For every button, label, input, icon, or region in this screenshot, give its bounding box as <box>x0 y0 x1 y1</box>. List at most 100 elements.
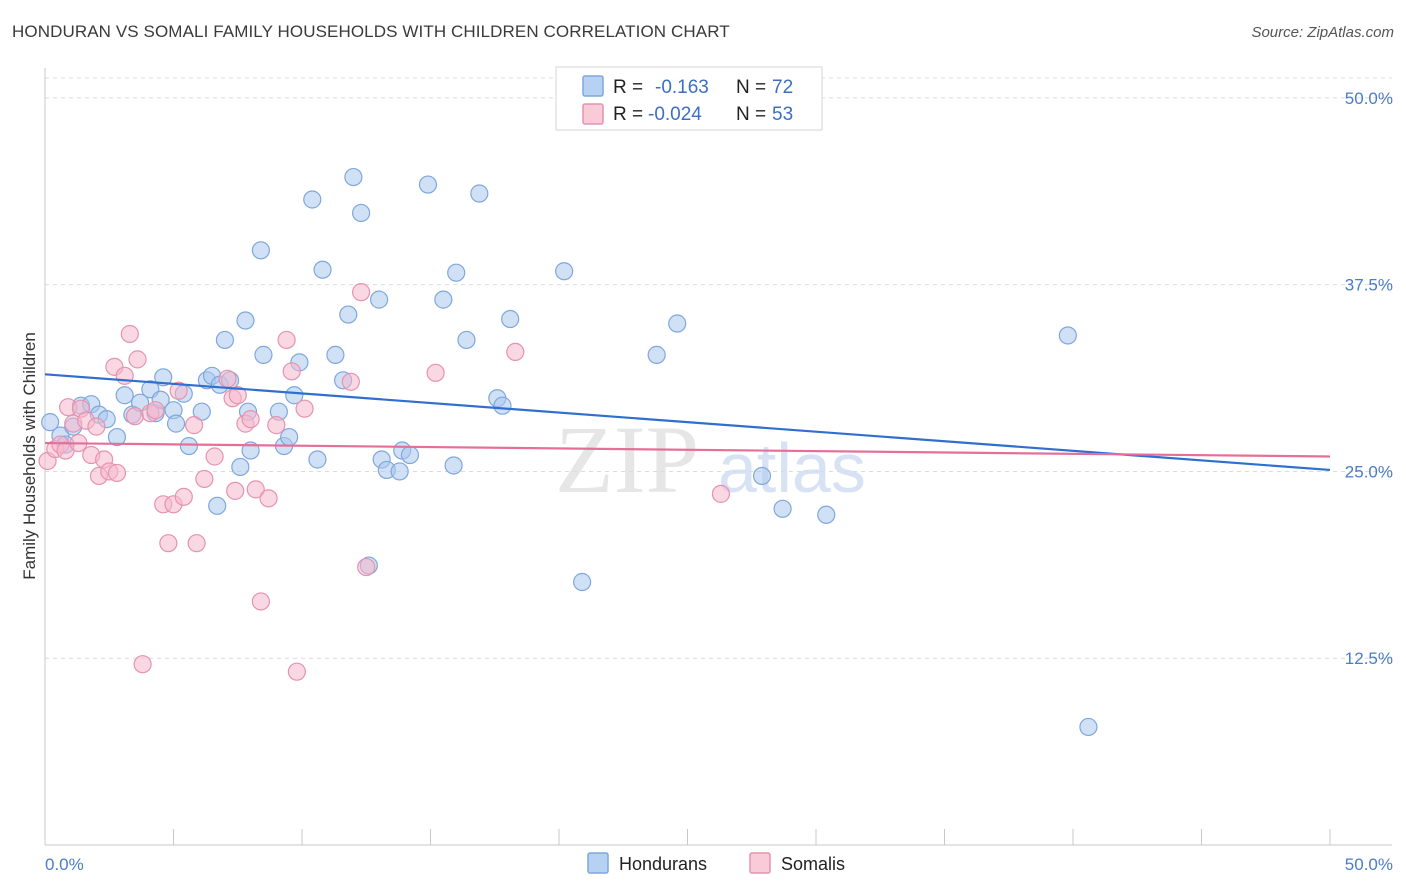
honduran-point-20 <box>192 402 211 421</box>
somali-point-51 <box>711 484 731 503</box>
somali-point-34 <box>226 481 245 500</box>
series-somalis-points <box>38 283 731 681</box>
honduran-point-8 <box>107 427 127 447</box>
somali-point-37 <box>241 410 260 429</box>
chart-title: HONDURAN VS SOMALI FAMILY HOUSEHOLDS WIT… <box>12 22 730 41</box>
bottom-legend-hondurans: Hondurans <box>619 854 707 874</box>
somali-point-26 <box>169 381 188 400</box>
series-legend: Hondurans Somalis <box>587 852 845 874</box>
somali-point-18 <box>125 407 145 426</box>
honduran-point-62 <box>555 262 574 281</box>
somali-point-38 <box>246 480 265 499</box>
honduran-point-36 <box>285 386 304 405</box>
honduran-point-39 <box>308 450 327 469</box>
legend-r-value-2: -0.024 <box>648 104 702 125</box>
honduran-point-55 <box>444 456 463 475</box>
watermark-zip: ZIP <box>555 406 699 513</box>
honduran-point-65 <box>668 314 687 333</box>
somali-point-20 <box>133 655 152 674</box>
honduran-point-19 <box>179 436 199 456</box>
honduran-point-67 <box>773 499 792 518</box>
honduran-point-47 <box>370 290 389 309</box>
honduran-point-69 <box>1058 326 1077 345</box>
somali-point-19 <box>128 350 147 369</box>
honduran-point-50 <box>390 462 409 481</box>
honduran-point-0 <box>41 413 60 432</box>
bottom-legend-swatch-somalis <box>749 852 771 874</box>
honduran-point-23 <box>208 496 227 515</box>
somali-point-45 <box>295 399 314 418</box>
somali-point-10 <box>87 417 106 436</box>
honduran-point-40 <box>313 260 332 279</box>
bottom-legend-somalis: Somalis <box>781 854 845 874</box>
honduran-point-35 <box>280 427 299 447</box>
honduran-point-60 <box>493 396 512 415</box>
honduran-point-17 <box>166 414 186 433</box>
y-tick-label-2: 37.5% <box>1345 276 1393 295</box>
somali-trend-line <box>44 441 1331 458</box>
honduran-point-54 <box>434 290 453 309</box>
honduran-point-38 <box>303 190 322 209</box>
legend-swatch-hondurans <box>582 75 604 97</box>
legend-r-label-2: R = <box>613 104 643 125</box>
honduran-point-25 <box>215 330 234 350</box>
somali-point-42 <box>277 330 296 350</box>
honduran-point-70 <box>1079 717 1098 737</box>
honduran-point-64 <box>647 345 666 364</box>
stats-legend: R = -0.163 N = 72 R = -0.024 N = 53 <box>555 66 823 131</box>
legend-n-label-2: N = <box>736 104 766 125</box>
somali-point-47 <box>352 283 371 302</box>
legend-swatch-somalis <box>582 103 604 125</box>
somali-point-17 <box>120 324 139 344</box>
x-tick-label-1: 50.0% <box>1345 855 1393 874</box>
honduran-point-27 <box>231 457 250 477</box>
y-tick-label-0: 12.5% <box>1345 649 1393 668</box>
y-axis-label: Family Households with Children <box>20 332 39 580</box>
honduran-point-58 <box>470 184 489 203</box>
honduran-point-56 <box>447 263 466 282</box>
somali-point-15 <box>107 463 127 483</box>
honduran-point-52 <box>400 445 420 465</box>
honduran-point-31 <box>251 241 270 260</box>
somali-point-28 <box>184 416 204 435</box>
somali-point-48 <box>357 557 376 577</box>
y-tick-label-1: 25.0% <box>1345 462 1393 481</box>
somali-point-50 <box>506 342 525 362</box>
legend-n-label-1: N = <box>736 77 766 98</box>
watermark-atlas: atlas <box>718 429 866 507</box>
gridlines <box>45 77 1392 659</box>
somali-point-43 <box>282 362 301 381</box>
honduran-point-41 <box>326 345 345 364</box>
honduran-point-45 <box>352 203 371 223</box>
y-tick-label-3: 50.0% <box>1345 89 1393 108</box>
somali-point-30 <box>195 469 214 489</box>
honduran-point-68 <box>817 505 836 524</box>
somali-point-40 <box>259 489 278 508</box>
somali-point-35 <box>228 386 247 405</box>
somali-point-24 <box>159 534 178 553</box>
somali-point-49 <box>426 363 445 382</box>
x-tick-label-0: 0.0% <box>45 855 84 874</box>
honduran-point-53 <box>418 175 438 194</box>
source-label: Source: ZipAtlas.com <box>1251 24 1394 41</box>
honduran-point-9 <box>115 386 134 405</box>
somali-point-44 <box>287 662 306 681</box>
honduran-point-66 <box>752 466 772 486</box>
honduran-point-15 <box>154 368 173 387</box>
honduran-point-61 <box>501 309 520 329</box>
honduran-point-32 <box>254 345 273 364</box>
trend-lines <box>44 373 1331 472</box>
legend-n-value-1: 72 <box>772 77 793 98</box>
legend-r-value-1: -0.163 <box>655 77 709 98</box>
legend-r-label-1: R = <box>613 77 643 98</box>
legend-n-value-2: 53 <box>772 104 793 125</box>
bottom-legend-swatch-hondurans <box>587 852 609 874</box>
honduran-point-44 <box>344 167 363 187</box>
somali-point-46 <box>341 372 360 391</box>
somali-point-41 <box>267 416 286 435</box>
somali-point-27 <box>174 487 193 506</box>
somali-point-31 <box>205 447 224 466</box>
honduran-point-63 <box>573 572 592 592</box>
somali-point-29 <box>187 534 206 553</box>
honduran-point-43 <box>339 305 358 324</box>
